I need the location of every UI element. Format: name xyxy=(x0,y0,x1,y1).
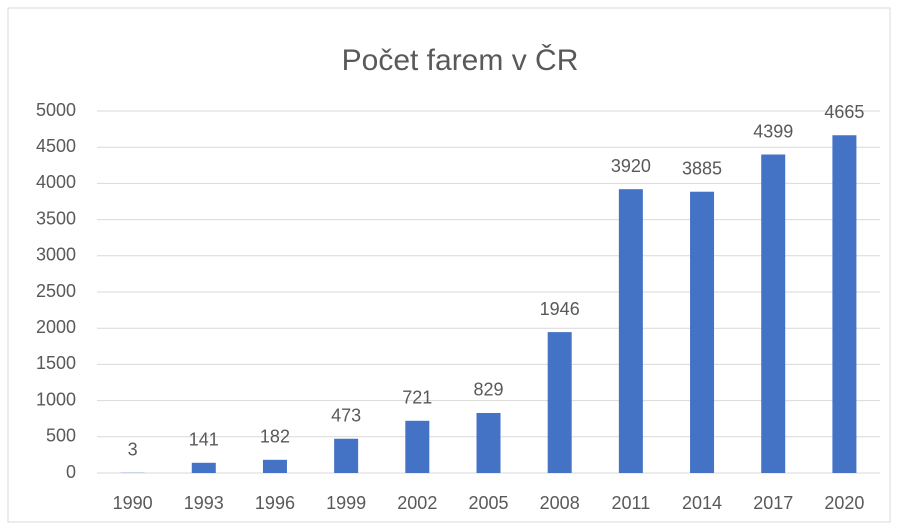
x-tick-label: 2020 xyxy=(824,493,864,513)
x-tick-label: 2008 xyxy=(540,493,580,513)
bar xyxy=(191,462,216,473)
y-tick-label: 1000 xyxy=(36,389,76,409)
y-tick-label: 3000 xyxy=(36,245,76,265)
y-tick-label: 2500 xyxy=(36,281,76,301)
data-label: 721 xyxy=(402,388,432,408)
data-label: 1946 xyxy=(540,299,580,319)
data-label: 4665 xyxy=(824,102,864,122)
bar xyxy=(832,135,857,473)
data-label: 4399 xyxy=(753,121,793,141)
bar xyxy=(690,191,715,473)
y-tick-label: 4000 xyxy=(36,172,76,192)
bar xyxy=(262,459,287,473)
x-tick-label: 2002 xyxy=(397,493,437,513)
bar xyxy=(761,154,786,474)
x-tick-label: 2017 xyxy=(753,493,793,513)
bar xyxy=(334,438,359,473)
data-label: 141 xyxy=(189,430,219,450)
data-label: 3885 xyxy=(682,158,722,178)
y-tick-label: 2000 xyxy=(36,317,76,337)
y-tick-label: 3500 xyxy=(36,208,76,228)
x-tick-label: 1999 xyxy=(326,493,366,513)
y-tick-label: 1500 xyxy=(36,353,76,373)
data-label: 829 xyxy=(473,380,503,400)
chart-title: Počet farem v ČR xyxy=(342,43,579,77)
y-tick-label: 4500 xyxy=(36,136,76,156)
data-label: 182 xyxy=(260,427,290,447)
x-tick-label: 2014 xyxy=(682,493,722,513)
bar xyxy=(618,189,643,473)
data-label: 3 xyxy=(128,440,138,460)
y-tick-label: 0 xyxy=(66,462,76,482)
bar xyxy=(476,412,501,473)
chart-border xyxy=(7,7,891,523)
x-tick-label: 1996 xyxy=(255,493,295,513)
x-tick-label: 1990 xyxy=(113,493,153,513)
bar xyxy=(547,332,572,473)
x-tick-label: 2005 xyxy=(468,493,508,513)
y-tick-label: 500 xyxy=(46,426,76,446)
data-label: 473 xyxy=(331,406,361,426)
x-tick-label: 1993 xyxy=(184,493,224,513)
x-tick-label: 2011 xyxy=(612,493,651,513)
bar xyxy=(405,420,430,473)
y-tick-label: 5000 xyxy=(36,100,76,120)
data-label: 3920 xyxy=(611,156,651,176)
